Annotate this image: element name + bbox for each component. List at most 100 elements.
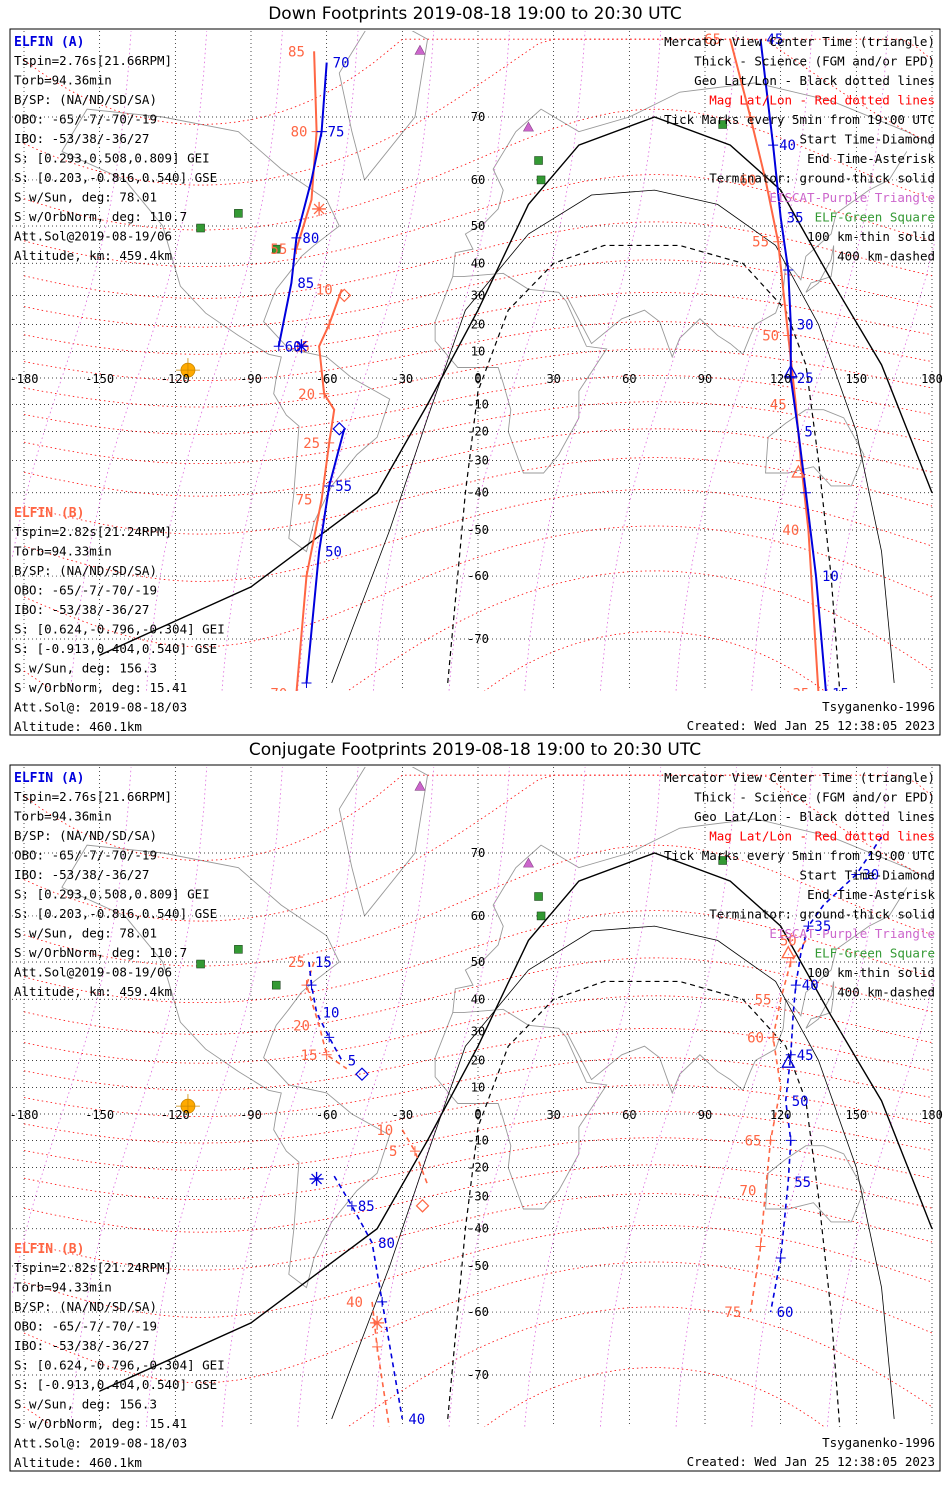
elfin-b-time-label: 10 (376, 1123, 393, 1139)
legend-entry: Thick - Science (FGM and/or EPD) (694, 54, 935, 69)
legend-entry: Mercator View Center Time (triangle) (664, 34, 935, 49)
lon-tick-label: 30 (546, 372, 560, 386)
lat-tick-label: 30 (471, 1024, 485, 1038)
elfin-a-track-segment (759, 39, 827, 691)
lon-tick-label: 30 (546, 1108, 560, 1122)
lat-tick-label: 20 (471, 317, 485, 331)
elfin-a-info-line: Altitude, km: 459.4km (14, 248, 172, 263)
elfin-a-title: ELFIN (A) (14, 771, 84, 786)
elfin-a-info-line: S w/OrbNorm, deg: 110.7 (14, 945, 187, 960)
elfin-a-tick-mark (803, 921, 814, 932)
lon-tick-label: 60 (622, 372, 636, 386)
elfin-b-title: ELFIN (B) (14, 506, 84, 521)
legend-entry: Start Time-Diamond (800, 868, 935, 883)
elfin-b-track-segment (305, 961, 348, 1070)
mag-parallel (23, 428, 933, 497)
mag-meridian (146, 767, 283, 1427)
elfin-a-time-label: 60 (777, 1305, 794, 1321)
elfin-a-info-line: OBO: -65/-7/-70/-19 (14, 848, 157, 863)
elfin-a-track-segment (305, 428, 346, 683)
legend-entry: 100 km-thin solid (807, 965, 935, 980)
elfin-a-track-segment (277, 62, 328, 347)
lat-tick-label: 0 (474, 371, 481, 385)
elfin-a-time-label: 30 (797, 317, 814, 333)
elfin-a-info-line: Torb=94.36min (14, 809, 112, 824)
panel-frame (9, 28, 941, 736)
africa-coast (434, 1008, 608, 1210)
elfin-b-time-label: 5 (389, 1144, 397, 1160)
lon-tick-label: 150 (845, 372, 867, 386)
mag-meridian (12, 31, 132, 562)
eurasia-north-coast (452, 818, 933, 1013)
elfin-a-tick-mark (785, 1135, 796, 1146)
purple-triangle-icon (522, 121, 534, 132)
elfin-a-tick-mark (306, 980, 317, 991)
down-footprints-panel: 8580551015202575706560555045403570758085… (9, 28, 943, 736)
legend-entry: Terminator: ground-thick solid (709, 171, 935, 186)
elfin-b-tick-mark (319, 388, 330, 399)
lon-tick-label: 0 (474, 1108, 481, 1122)
elfin-b-center-triangle-icon (781, 945, 796, 959)
elfin-a-tick-mark (783, 265, 794, 276)
elfin-b-info-line: IBO: -53/38/-36/27 (14, 602, 149, 617)
lon-tick-label: -60 (316, 1108, 338, 1122)
asia-south-coast (565, 151, 908, 359)
legend-entry: EISCAT-Purple Triangle (769, 190, 935, 205)
elfin-b-time-label: 40 (346, 1295, 363, 1311)
elfin-a-center-triangle-icon (783, 364, 798, 378)
elfin-b-end-asterisk-icon (312, 201, 327, 216)
elfin-a-track-segment (333, 1175, 404, 1420)
lon-tick-label: -60 (316, 372, 338, 386)
elfin-a-time-label: 30 (862, 868, 879, 884)
elfin-a-time-label: 75 (328, 125, 345, 141)
elfin-b-time-label: 60 (747, 1030, 764, 1046)
map-area: 8580551015202575706560555045403570758085… (12, 31, 935, 702)
asia-south-coast (565, 887, 908, 1095)
mag-parallel (23, 221, 933, 299)
mag-meridian (751, 31, 889, 691)
lon-tick-label: -150 (85, 372, 114, 386)
elfin-a-tick-mark (785, 373, 796, 383)
elfin-b-info-line: S: [0.624,-0.796,-0.304] GEI (14, 622, 225, 637)
mag-meridian (297, 31, 435, 691)
mag-meridian (675, 767, 813, 1427)
elfin-a-time-label: 25 (797, 371, 814, 387)
elfin-a-info-line: IBO: -53/38/-36/27 (14, 131, 149, 146)
mag-parallel (23, 1261, 933, 1384)
elfin-b-title: ELFIN (B) (14, 1242, 84, 1257)
lat-tick-label: -20 (467, 425, 489, 439)
greenland-coast (338, 767, 429, 917)
elfin-b-time-label: 20 (293, 1018, 310, 1034)
elfin-a-tick-mark (273, 341, 284, 352)
legend-entry: Mag Lat/Lon - Red dotted lines (709, 829, 935, 844)
panel-title-conjugate: Conjugate Footprints 2019-08-18 19:00 to… (248, 740, 702, 760)
elfin-b-info-line: S w/Sun, deg: 156.3 (14, 661, 157, 676)
mag-meridian (524, 31, 662, 691)
mag-parallel (23, 108, 933, 231)
lat-tick-label: -60 (467, 569, 489, 583)
elfin-a-title: ELFIN (A) (14, 35, 84, 50)
elfin-a-info-line: S w/OrbNorm, deg: 110.7 (14, 209, 187, 224)
legend-entry: Mag Lat/Lon - Red dotted lines (709, 93, 935, 108)
elfin-b-info-line: S: [-0.913,0.404,0.540] GSE (14, 641, 217, 656)
mag-meridian (373, 31, 510, 691)
elfin-a-time-label: 45 (766, 32, 783, 48)
terminator-400km (447, 980, 841, 1427)
elfin-a-time-label: 35 (814, 919, 831, 935)
green-square-icon (534, 156, 543, 165)
legend-entry: Geo Lat/Lon - Black dotted lines (694, 73, 935, 88)
elfin-b-time-label: 70 (270, 686, 287, 702)
elfin-b-center-triangle-icon (791, 464, 806, 478)
elfin-b-tick-mark (755, 1241, 766, 1252)
elfin-a-time-label: 85 (297, 276, 314, 292)
elfin-a-time-label: 40 (802, 978, 819, 994)
lon-tick-label: -180 (10, 372, 39, 386)
elfin-a-track-segment (769, 836, 883, 1313)
elfin-b-tick-mark (301, 571, 312, 582)
lon-tick-label: 0 (474, 372, 481, 386)
legend-entry: 400 km-dashed (837, 985, 935, 1000)
elfin-a-tick-mark (775, 1253, 786, 1263)
elfin-b-tick-mark (773, 236, 784, 247)
elfin-a-tick-mark (851, 869, 862, 880)
elfin-b-track-segment (749, 939, 807, 1313)
